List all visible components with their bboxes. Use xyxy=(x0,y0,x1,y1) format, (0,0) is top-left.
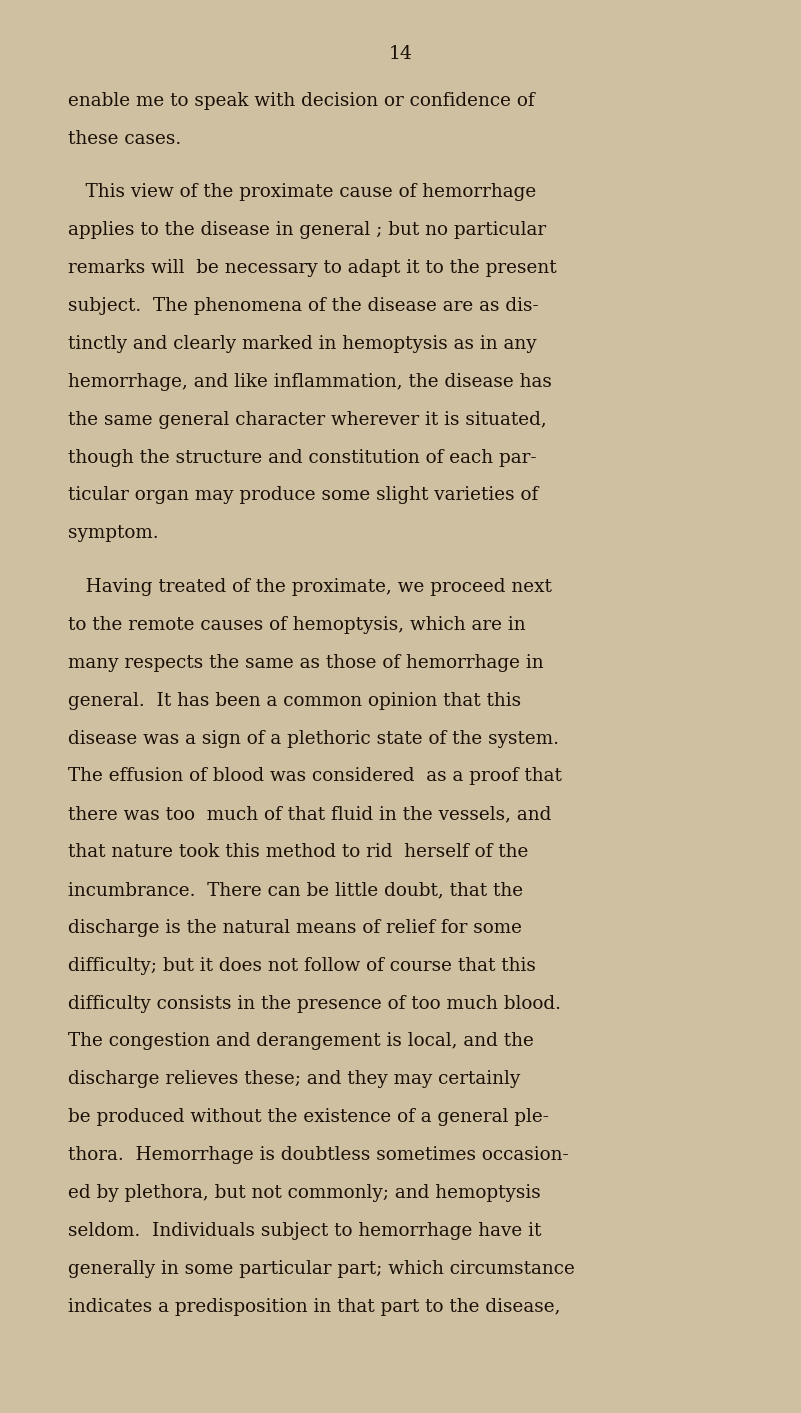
Text: difficulty; but it does not follow of course that this: difficulty; but it does not follow of co… xyxy=(68,957,536,975)
Text: many respects the same as those of hemorrhage in: many respects the same as those of hemor… xyxy=(68,654,544,671)
Text: 14: 14 xyxy=(388,45,413,64)
Text: hemorrhage, and like inflammation, the disease has: hemorrhage, and like inflammation, the d… xyxy=(68,373,552,391)
Text: ticular organ may produce some slight varieties of: ticular organ may produce some slight va… xyxy=(68,486,538,504)
Text: thora.  Hemorrhage is doubtless sometimes occasion-: thora. Hemorrhage is doubtless sometimes… xyxy=(68,1146,569,1164)
Text: there was too  much of that fluid in the vessels, and: there was too much of that fluid in the … xyxy=(68,805,551,824)
Text: enable me to speak with decision or confidence of: enable me to speak with decision or conf… xyxy=(68,92,535,110)
Text: though the structure and constitution of each par-: though the structure and constitution of… xyxy=(68,448,537,466)
Text: indicates a predisposition in that part to the disease,: indicates a predisposition in that part … xyxy=(68,1297,561,1316)
Text: discharge is the natural means of relief for some: discharge is the natural means of relief… xyxy=(68,918,522,937)
Text: The congestion and derangement is local, and the: The congestion and derangement is local,… xyxy=(68,1033,534,1050)
Text: remarks will  be necessary to adapt it to the present: remarks will be necessary to adapt it to… xyxy=(68,259,557,277)
Text: be produced without the existence of a general ple-: be produced without the existence of a g… xyxy=(68,1108,549,1126)
Text: symptom.: symptom. xyxy=(68,524,159,543)
Text: discharge relieves these; and they may certainly: discharge relieves these; and they may c… xyxy=(68,1071,521,1088)
Text: seldom.  Individuals subject to hemorrhage have it: seldom. Individuals subject to hemorrhag… xyxy=(68,1222,541,1239)
Text: general.  It has been a common opinion that this: general. It has been a common opinion th… xyxy=(68,692,521,709)
Text: generally in some particular part; which circumstance: generally in some particular part; which… xyxy=(68,1260,575,1277)
Text: that nature took this method to rid  herself of the: that nature took this method to rid hers… xyxy=(68,844,529,861)
Text: difficulty consists in the presence of too much blood.: difficulty consists in the presence of t… xyxy=(68,995,561,1013)
Text: subject.  The phenomena of the disease are as dis-: subject. The phenomena of the disease ar… xyxy=(68,297,539,315)
Text: these cases.: these cases. xyxy=(68,130,181,148)
Text: The effusion of blood was considered  as a proof that: The effusion of blood was considered as … xyxy=(68,767,562,786)
Text: to the remote causes of hemoptysis, which are in: to the remote causes of hemoptysis, whic… xyxy=(68,616,525,634)
Text: applies to the disease in general ; but no particular: applies to the disease in general ; but … xyxy=(68,222,546,239)
Text: incumbrance.  There can be little doubt, that the: incumbrance. There can be little doubt, … xyxy=(68,882,523,899)
Text: the same general character wherever it is situated,: the same general character wherever it i… xyxy=(68,411,547,428)
Text: This view of the proximate cause of hemorrhage: This view of the proximate cause of hemo… xyxy=(68,184,537,202)
Text: disease was a sign of a plethoric state of the system.: disease was a sign of a plethoric state … xyxy=(68,729,559,747)
Text: Having treated of the proximate, we proceed next: Having treated of the proximate, we proc… xyxy=(68,578,552,596)
Text: ed by plethora, but not commonly; and hemoptysis: ed by plethora, but not commonly; and he… xyxy=(68,1184,541,1202)
Text: tinctly and clearly marked in hemoptysis as in any: tinctly and clearly marked in hemoptysis… xyxy=(68,335,537,353)
